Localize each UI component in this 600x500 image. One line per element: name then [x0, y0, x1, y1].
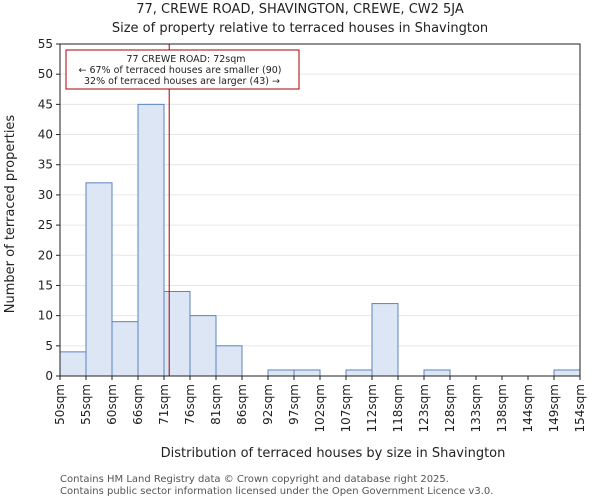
annotation-frame — [65, 49, 300, 90]
bar-81sqm — [215, 345, 243, 377]
annotation-line-1: 77 CREWE ROAD: 72sqm — [126, 54, 245, 65]
y-tick-label: 25 — [38, 218, 53, 232]
x-tick-label: 149sqm — [547, 384, 561, 432]
chart-title: 77, CREWE ROAD, SHAVINGTON, CREWE, CW2 5… — [136, 2, 464, 17]
x-tick-label: 138sqm — [495, 384, 509, 432]
annotation-line-2: ← 67% of terraced houses are smaller (90… — [78, 65, 281, 76]
x-tick-label: 86sqm — [235, 384, 249, 425]
y-tick-label: 5 — [45, 339, 53, 353]
y-tick-label: 45 — [38, 97, 53, 111]
annotation-line-3: 32% of terraced houses are larger (43) → — [84, 76, 280, 87]
bar-76sqm — [189, 315, 217, 377]
y-axis-label: Number of terraced properties — [3, 115, 18, 314]
y-axis-ticks: 0 5 10 15 20 25 30 35 40 45 50 55 — [38, 37, 60, 383]
bar-97sqm — [293, 369, 321, 377]
x-tick-label: 128sqm — [443, 384, 457, 432]
bar-123sqm — [423, 369, 451, 377]
bar-107sqm — [345, 369, 373, 377]
bar-149sqm — [553, 369, 581, 377]
x-tick-label: 50sqm — [53, 384, 67, 425]
y-tick-label: 15 — [38, 278, 53, 292]
x-tick-label: 107sqm — [339, 384, 353, 432]
chart-subtitle: Size of property relative to terraced ho… — [112, 21, 488, 36]
x-tick-label: 81sqm — [209, 384, 223, 425]
x-tick-label: 71sqm — [157, 384, 171, 425]
x-tick-label: 66sqm — [131, 384, 145, 425]
bar-112sqm — [371, 303, 399, 377]
x-tick-label: 102sqm — [313, 384, 327, 432]
x-tick-label: 123sqm — [417, 384, 431, 432]
x-tick-label: 55sqm — [79, 384, 93, 425]
bar-50sqm — [59, 351, 87, 377]
footer-line-1: Contains HM Land Registry data © Crown c… — [60, 474, 449, 485]
x-tick-label: 144sqm — [521, 384, 535, 432]
x-tick-label: 76sqm — [183, 384, 197, 425]
y-tick-label: 30 — [38, 188, 53, 202]
y-tick-label: 0 — [45, 369, 53, 383]
x-axis-ticks: 50sqm 55sqm 60sqm 66sqm 71sqm 76sqm 81sqm 86sqm… — [53, 376, 587, 432]
x-tick-label: 92sqm — [261, 384, 275, 425]
x-tick-label: 118sqm — [391, 384, 405, 432]
x-tick-label: 154sqm — [573, 384, 587, 432]
footer-line-2: Contains public sector information licen… — [60, 486, 493, 497]
y-tick-label: 35 — [38, 158, 53, 172]
annotation-box: 77 CREWE ROAD: 72sqm ← 67% of terraced h… — [65, 49, 300, 90]
bar-66sqm — [137, 103, 165, 377]
x-axis-label: Distribution of terraced houses by size … — [161, 446, 506, 461]
x-tick-label: 60sqm — [105, 384, 119, 425]
plot-frame — [59, 43, 581, 377]
y-tick-label: 10 — [38, 309, 53, 323]
x-tick-label: 112sqm — [365, 384, 379, 432]
bar-60sqm — [111, 321, 139, 377]
x-tick-label: 97sqm — [287, 384, 301, 425]
y-tick-label: 20 — [38, 248, 53, 262]
y-tick-label: 40 — [38, 128, 53, 142]
bar-55sqm — [85, 182, 113, 377]
y-tick-label: 55 — [38, 37, 53, 51]
bar-71sqm — [163, 290, 191, 377]
bar-92sqm — [267, 369, 295, 377]
bars — [59, 103, 581, 377]
x-tick-label: 133sqm — [469, 384, 483, 432]
y-tick-label: 50 — [38, 67, 53, 81]
